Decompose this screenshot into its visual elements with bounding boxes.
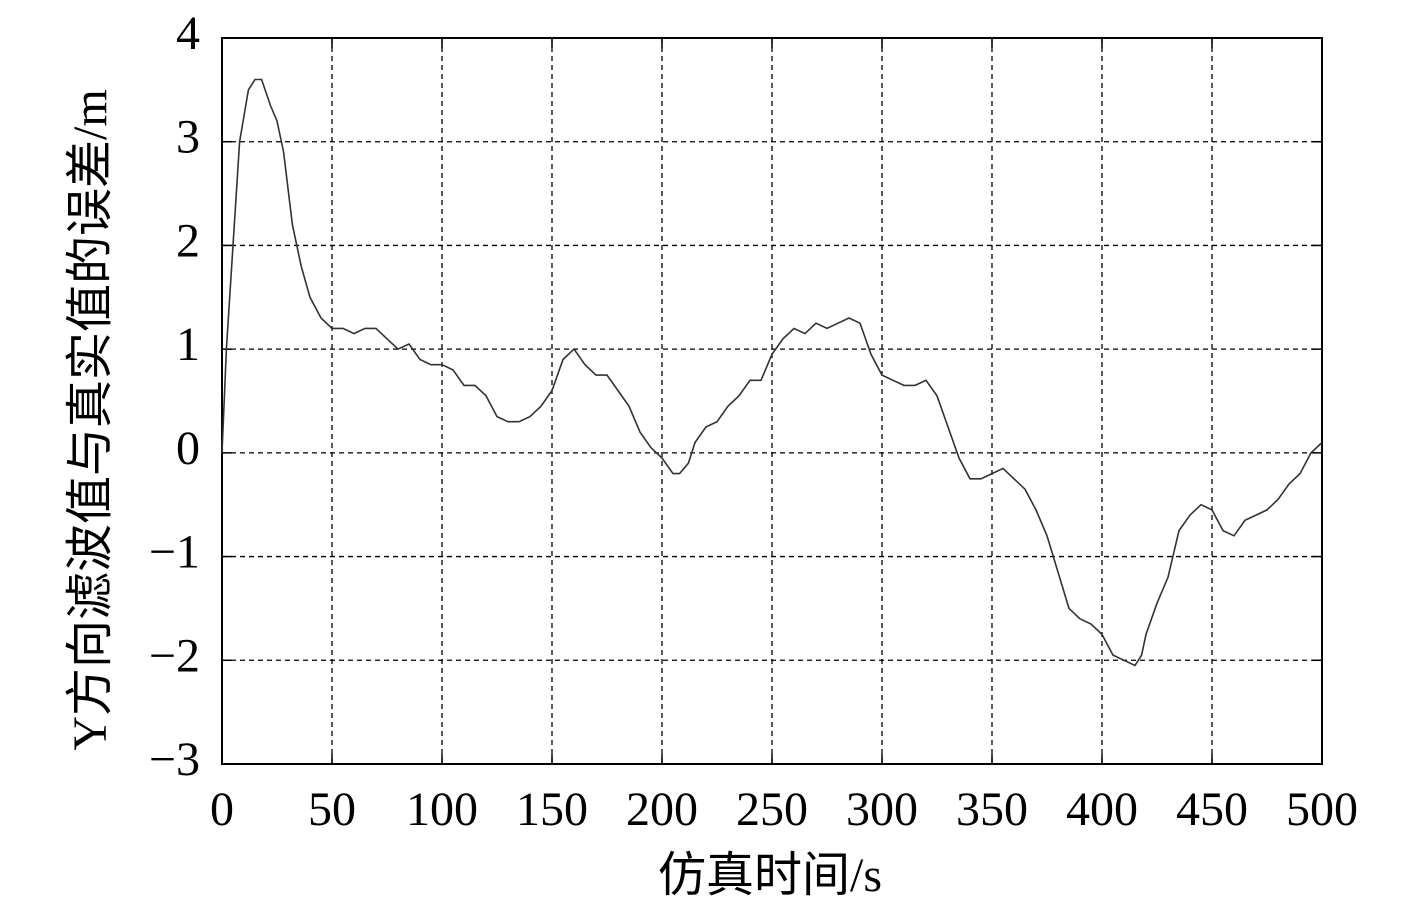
- y-tick-label: 3: [176, 111, 200, 164]
- y-tick-label: 2: [176, 214, 200, 267]
- x-tick-label: 450: [1176, 783, 1248, 836]
- x-tick-label: 400: [1066, 783, 1138, 836]
- y-tick-label: −2: [149, 629, 200, 682]
- x-tick-label: 250: [736, 783, 808, 836]
- plot-frame: [221, 37, 1323, 765]
- x-tick-label: 300: [846, 783, 918, 836]
- x-tick-label: 500: [1286, 783, 1358, 836]
- x-tick-label: 350: [956, 783, 1028, 836]
- x-axis-label: 仿真时间/s: [658, 849, 882, 902]
- y-tick-label: 1: [176, 318, 200, 371]
- y-tick-label: −1: [149, 526, 200, 579]
- y-tick-label: −3: [149, 733, 200, 786]
- y-axis-label: Y方向滤波值与真实值的误差/m: [64, 89, 117, 750]
- data-line: [221, 78, 1323, 667]
- y-tick-label: 0: [176, 422, 200, 475]
- x-tick-label: 200: [626, 783, 698, 836]
- x-tick-label: 50: [308, 783, 356, 836]
- x-tick-label: 100: [406, 783, 478, 836]
- x-tick-label: 150: [516, 783, 588, 836]
- y-tick-label: 4: [176, 7, 200, 60]
- x-tick-label: 0: [210, 783, 234, 836]
